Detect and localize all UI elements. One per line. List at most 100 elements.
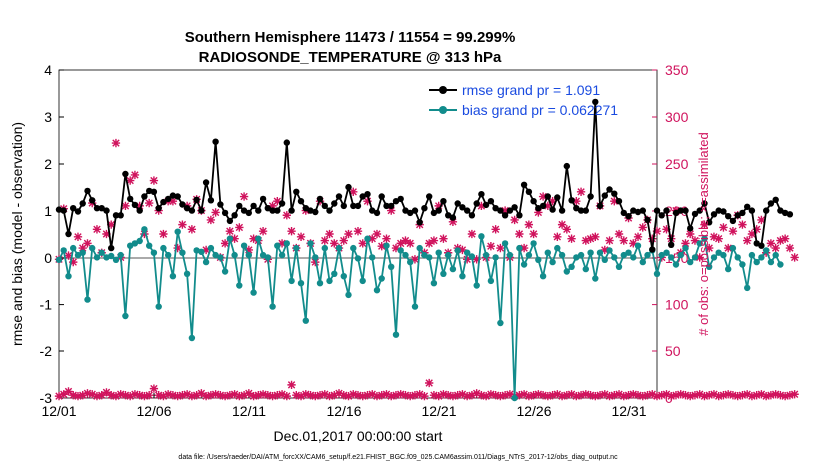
obs-assimilated-lower-point: [273, 391, 282, 400]
obs-assimilated-upper-point: [605, 236, 614, 245]
rmse-point: [577, 207, 585, 214]
rmse-point: [748, 207, 756, 214]
rmse-point: [93, 205, 101, 212]
bias-point: [473, 282, 480, 289]
obs-assimilated-lower-point: [633, 391, 643, 400]
bias-point: [668, 254, 675, 261]
obs-assimilated-upper-point: [576, 187, 586, 196]
bias-point: [60, 247, 67, 254]
obs-assimilated-lower-point: [339, 391, 348, 400]
obs-assimilated-upper-point: [130, 170, 140, 180]
rmse-point: [739, 209, 746, 217]
obs-assimilated-lower-point: [705, 391, 714, 400]
bias-point: [354, 255, 362, 262]
y-axis-label-left: rmse and bias (model - observation): [9, 122, 25, 346]
rmse-point: [459, 204, 466, 211]
bias-point: [141, 226, 148, 233]
obs-assimilated-lower-point: [752, 391, 761, 400]
obs-assimilated-upper-point: [258, 227, 268, 236]
obs-assimilated-lower-point: [320, 390, 329, 399]
obs-assimilated-upper-point: [652, 227, 662, 236]
obs-assimilated-lower-point: [572, 391, 581, 401]
bias-point: [293, 244, 300, 252]
obs-assimilated-lower-point: [434, 391, 443, 401]
obs-assimilated-upper-point: [244, 245, 254, 255]
rmse-point: [615, 198, 623, 205]
rmse-point: [345, 183, 352, 191]
obs-assimilated-upper-point: [780, 234, 790, 243]
obs-assimilated-lower-point: [619, 391, 628, 401]
obs-assimilated-lower-point: [382, 390, 391, 399]
x-tick-label: 12/31: [611, 403, 646, 419]
obs-assimilated-lower-point: [548, 391, 557, 400]
obs-assimilated-lower-point: [462, 391, 472, 401]
obs-assimilated-upper-point: [510, 215, 519, 225]
legend-bias-label: bias grand pr = 0.062271: [462, 102, 618, 118]
obs-assimilated-upper-point: [790, 253, 799, 262]
obs-assimilated-upper-point: [553, 232, 562, 241]
obs-assimilated-lower-point: [126, 391, 135, 401]
y-tick-right: 350: [652, 62, 689, 78]
legend: rmse grand pr = 1.091 bias grand pr = 0.…: [429, 82, 618, 118]
bias-point: [217, 254, 224, 261]
rmse-point: [141, 193, 148, 200]
bias-point: [183, 270, 191, 277]
rmse-point: [781, 209, 789, 217]
bias-point: [74, 251, 82, 259]
data-file-footnote: data file: /Users/raeder/DAI/ATM_forcXX/…: [178, 454, 618, 461]
rmse-point: [744, 203, 751, 210]
obs-assimilated-lower-point: [254, 391, 263, 400]
rmse-point: [758, 242, 765, 249]
rmse-point: [89, 197, 96, 204]
rmse-point: [478, 191, 485, 198]
y-tick-right: 250: [652, 156, 689, 172]
bias-point: [644, 251, 651, 259]
bias-point: [312, 254, 319, 261]
rmse-point: [677, 207, 684, 214]
obs-assimilated-upper-point: [83, 239, 92, 248]
rmse-point: [160, 198, 167, 206]
bias-point: [250, 289, 257, 296]
obs-assimilated-upper-point: [686, 229, 695, 239]
rmse-point: [212, 138, 219, 145]
rmse-point: [497, 207, 504, 214]
obs-assimilated-lower-point: [178, 391, 187, 400]
obs-assimilated-upper-point: [277, 239, 287, 248]
bias-point: [634, 242, 642, 249]
rmse-point: [74, 208, 82, 215]
bias-point: [274, 242, 281, 249]
bias-point: [430, 280, 438, 287]
rmse-point: [388, 202, 395, 210]
y-tick-label-left: 2: [44, 156, 52, 172]
obs-assimilated-upper-point: [695, 253, 704, 262]
bias-point: [160, 244, 167, 252]
rmse-point: [397, 195, 404, 203]
obs-assimilated-upper-point: [766, 239, 776, 248]
obs-assimilated-upper-point: [73, 232, 83, 241]
bias-point: [65, 273, 72, 280]
bias-point: [421, 251, 428, 259]
y-tick-left: 4: [44, 62, 64, 78]
bias-point: [487, 277, 495, 285]
y-tick-label-right: 250: [665, 156, 689, 172]
rmse-point: [136, 207, 143, 214]
obs-assimilated-lower-point: [216, 391, 225, 400]
x-tick-label: 12/26: [516, 403, 551, 419]
obs-assimilated-lower-point: [600, 390, 609, 399]
obs-assimilated-lower-point: [92, 391, 102, 401]
obs-assimilated-lower-point: [761, 391, 771, 401]
bias-point: [335, 244, 343, 252]
obs-assimilated-lower-point: [69, 391, 78, 400]
bias-point: [364, 235, 371, 242]
obs-assimilated-lower-point: [529, 391, 538, 400]
rmse-point: [487, 198, 495, 205]
bias-point: [615, 263, 623, 270]
bias-point: [212, 251, 219, 259]
rmse-point: [373, 209, 381, 217]
bias-point: [278, 251, 286, 259]
bias-point: [321, 244, 328, 252]
obs-assimilated-upper-point: [206, 215, 216, 225]
bias-point: [84, 296, 91, 303]
rmse-point: [592, 98, 599, 106]
